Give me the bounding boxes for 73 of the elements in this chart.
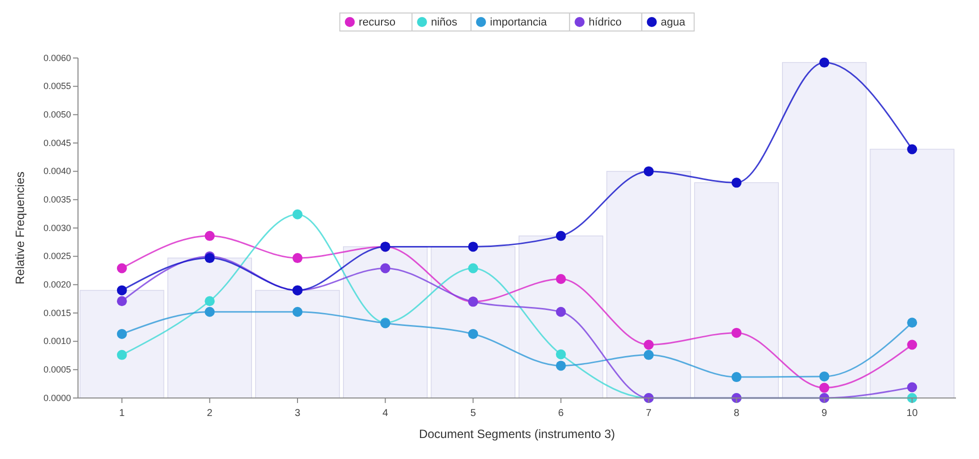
y-tick-label: 0.0045 [43, 138, 71, 148]
point [556, 349, 566, 360]
point [907, 382, 918, 392]
point [468, 263, 478, 274]
legend-label: hídrico [588, 16, 622, 29]
point [116, 263, 127, 274]
bar [80, 290, 164, 398]
y-tick-label: 0.0005 [43, 364, 71, 375]
point [116, 350, 127, 360]
x-tick-label: 1 [119, 408, 126, 419]
point [907, 318, 918, 328]
point [644, 340, 654, 350]
point [907, 144, 918, 154]
point [292, 253, 302, 264]
point [819, 58, 830, 68]
y-tick-label: 0.0020 [43, 280, 71, 290]
point [468, 242, 478, 252]
x-tick-label: 9 [822, 408, 828, 419]
y-tick-label: 0.0010 [43, 336, 71, 346]
bar [430, 246, 516, 398]
bar [782, 62, 867, 398]
x-tick-label: 6 [558, 408, 564, 419]
point [556, 274, 566, 284]
x-tick-label: 10 [906, 408, 918, 419]
y-tick-label: 0.0000 [43, 392, 71, 403]
point [644, 166, 654, 176]
point [116, 296, 127, 306]
bar [167, 258, 252, 398]
bar [694, 182, 779, 398]
x-axis-title: Document Segments (instrumento 3) [418, 427, 616, 441]
point [292, 306, 302, 317]
y-axis-title: Relative Frequencies [13, 172, 27, 284]
point [819, 371, 830, 382]
y-tick-label: 0.0060 [43, 52, 71, 63]
y-tick-label: 0.0015 [43, 308, 71, 318]
point [204, 230, 215, 241]
x-tick-label: 8 [734, 408, 740, 419]
bar [343, 246, 428, 398]
bar [870, 148, 954, 398]
point [468, 328, 478, 339]
y-tick-label: 0.0030 [43, 222, 71, 233]
point [556, 360, 566, 371]
point [644, 350, 654, 360]
point [116, 285, 127, 296]
point [732, 178, 742, 188]
bar [606, 170, 691, 398]
y-tick-label: 0.0025 [43, 251, 71, 262]
point [819, 382, 830, 393]
point [116, 328, 127, 339]
y-tick-label: 0.0055 [43, 81, 71, 92]
x-tick-label: 4 [382, 408, 389, 419]
bar [255, 290, 340, 398]
x-tick-label: 7 [646, 408, 652, 419]
point [204, 306, 215, 317]
x-tick-label: 2 [206, 408, 213, 419]
x-tick-label: 3 [294, 408, 301, 419]
legend-label: niños [431, 16, 458, 29]
point [556, 230, 566, 241]
point [380, 263, 390, 274]
point [732, 328, 742, 338]
legend-label: recurso [358, 16, 396, 29]
y-tick-label: 0.0035 [43, 194, 71, 205]
y-tick-label: 0.0050 [43, 110, 71, 120]
y-tick-label: 0.0040 [43, 166, 71, 176]
point [907, 340, 918, 350]
bar [518, 236, 604, 398]
point [292, 209, 302, 220]
legend-label: importancia [490, 16, 548, 29]
point [204, 296, 215, 306]
x-tick-label: 5 [470, 408, 476, 419]
legend-label: agua [660, 16, 686, 29]
point [732, 372, 742, 382]
point [556, 306, 566, 317]
